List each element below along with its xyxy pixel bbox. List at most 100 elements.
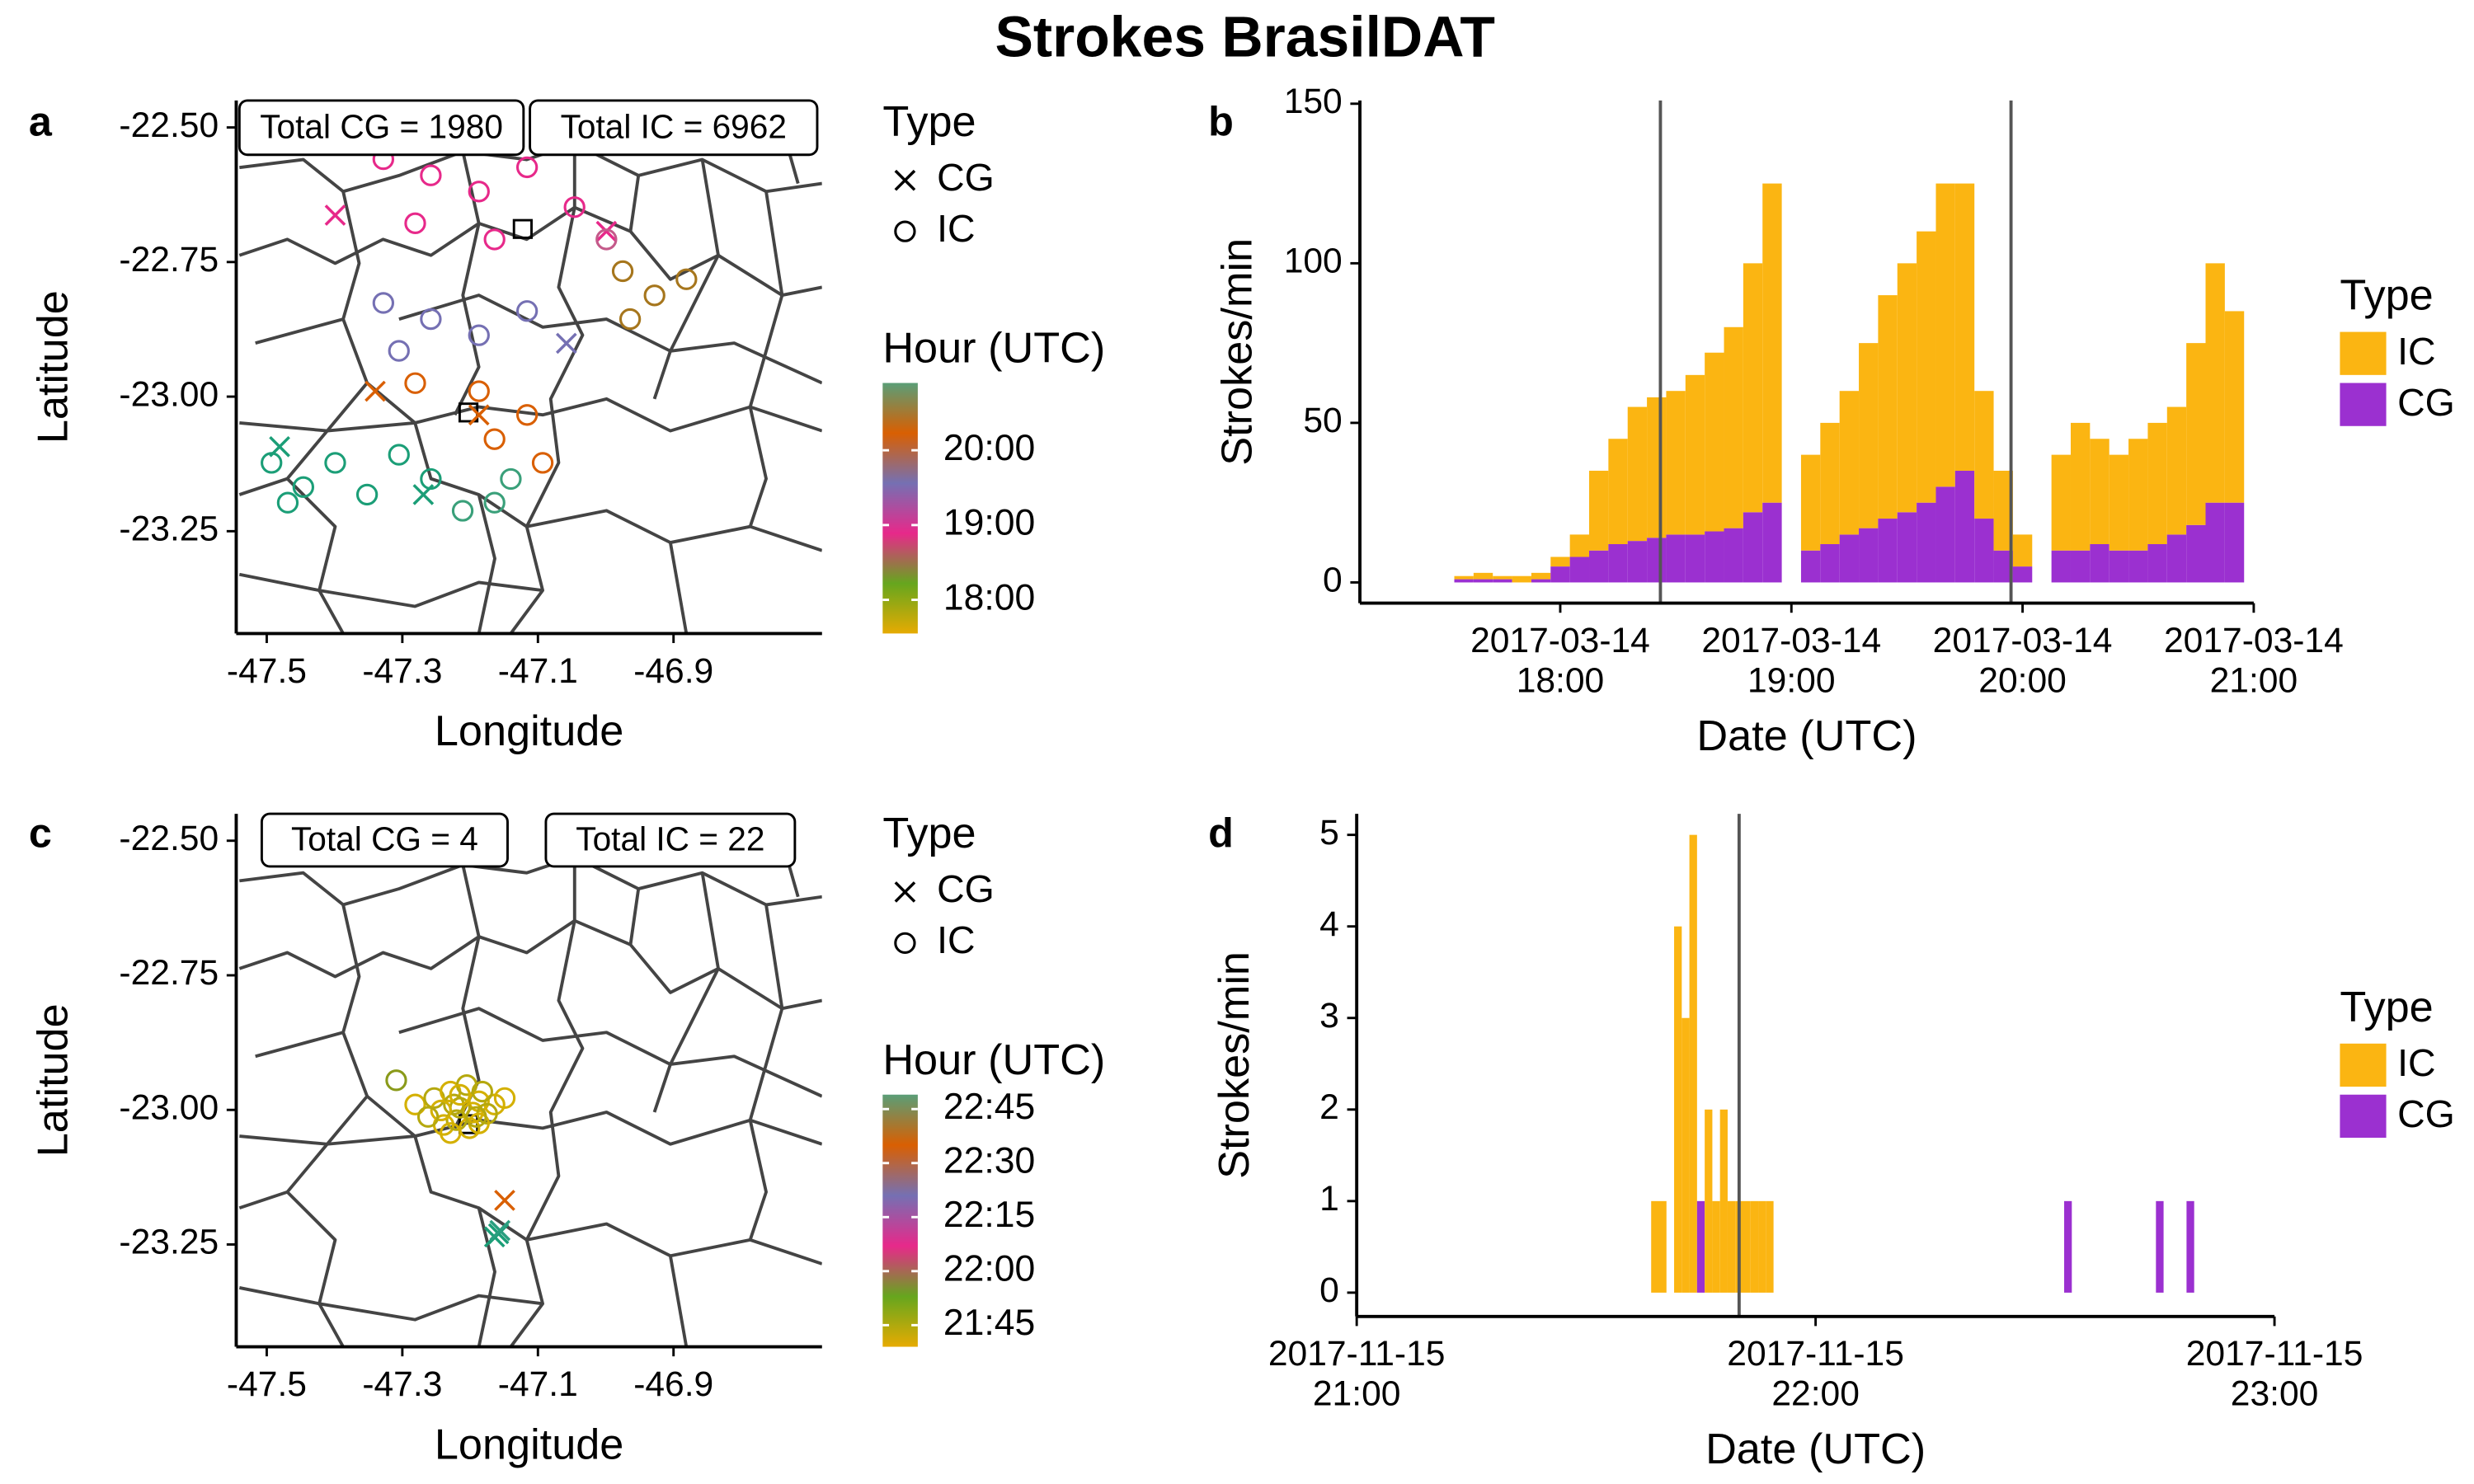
x-tick-label: 2017-11-15 21:00 <box>1268 1334 1446 1413</box>
bar <box>2070 422 2091 551</box>
legend-title: Type <box>2340 984 2433 1031</box>
legend-title: Type <box>882 98 976 146</box>
bar <box>1993 470 2013 551</box>
bar <box>1766 1200 1774 1293</box>
ic-marker <box>404 1093 426 1115</box>
map-borders <box>238 839 822 1347</box>
y-tick-label: -23.00 <box>119 1087 219 1127</box>
colorbar-title: Hour (UTC) <box>882 325 1105 373</box>
ic-marker <box>420 164 442 186</box>
legend-label: IC <box>937 207 975 250</box>
ic-marker <box>500 467 522 491</box>
bar <box>2186 1200 2194 1293</box>
ic-marker <box>611 260 634 283</box>
annotation-box <box>260 812 509 868</box>
bar <box>1719 1109 1728 1293</box>
legend-label: CG <box>2397 381 2455 424</box>
bar <box>1762 183 1782 503</box>
legend-label: CG <box>937 156 995 199</box>
bar <box>1878 295 1898 519</box>
ic-marker <box>894 932 916 955</box>
bar <box>1727 1200 1736 1293</box>
legend-title: Type <box>2340 272 2433 320</box>
bar <box>2051 550 2071 583</box>
bar <box>1696 1200 1705 1293</box>
bar <box>1935 486 1955 583</box>
bar <box>1800 454 1821 551</box>
legend-label: IC <box>2397 1041 2435 1084</box>
bar <box>1531 572 1551 580</box>
bar <box>2109 550 2129 583</box>
x-tick-label: -47.1 <box>498 651 578 691</box>
bar <box>2128 439 2148 551</box>
bar <box>1724 528 1743 583</box>
bar <box>1589 550 1609 583</box>
colorbar-title: Hour (UTC) <box>882 1036 1105 1084</box>
ic-marker <box>440 1122 462 1144</box>
bar <box>1954 470 1975 583</box>
y-tick-label: -23.25 <box>119 510 219 549</box>
bar <box>1750 1200 1759 1293</box>
legend-swatch <box>2340 383 2387 426</box>
cg-marker <box>555 332 577 355</box>
y-tick-label: -22.50 <box>119 819 219 858</box>
annotation: Total CG = 4 <box>291 820 478 858</box>
cg-marker <box>894 881 916 903</box>
colorbar-label: 22:00 <box>943 1249 1035 1289</box>
bar <box>1839 534 1860 583</box>
bar <box>1820 544 1840 583</box>
bar <box>1917 231 1936 503</box>
bar <box>1569 534 1590 557</box>
ic-marker <box>324 452 346 474</box>
ic-marker <box>675 268 698 290</box>
ic-marker <box>292 476 315 498</box>
bar <box>2070 550 2091 583</box>
x-axis-title: Date (UTC) <box>1705 1425 1926 1473</box>
colorbar-label: 20:00 <box>943 428 1035 468</box>
bar <box>2205 502 2225 583</box>
ic-marker <box>468 380 490 402</box>
ic-marker <box>643 284 666 307</box>
bar <box>1666 534 1686 583</box>
legend-label: CG <box>937 867 995 910</box>
ic-marker <box>416 1106 440 1128</box>
cg-marker <box>324 204 346 226</box>
bar <box>1762 502 1782 583</box>
bar <box>1454 575 1474 580</box>
x-axis-title: Date (UTC) <box>1696 712 1917 760</box>
ic-marker <box>483 491 506 514</box>
bar <box>1897 512 1917 583</box>
bar <box>1705 531 1724 583</box>
bar <box>1743 1200 1751 1293</box>
y-tick-label: 0 <box>1323 561 1343 600</box>
ic-marker <box>468 324 490 346</box>
bar <box>1758 1200 1766 1293</box>
bar <box>2090 544 2109 583</box>
legend-swatch <box>2340 1094 2387 1138</box>
bar <box>1681 1017 1690 1293</box>
bar <box>1724 326 1743 528</box>
bar <box>2064 1200 2072 1293</box>
legend-label: IC <box>2397 330 2435 373</box>
bar <box>1897 263 1917 513</box>
ic-marker <box>276 491 299 514</box>
x-tick-label: -47.5 <box>227 651 307 691</box>
y-axis-title: Strokes/min <box>1211 951 1258 1179</box>
y-tick-label: -22.50 <box>119 106 219 145</box>
ic-marker <box>372 292 395 314</box>
legend-swatch <box>2340 1043 2387 1087</box>
points <box>261 148 698 522</box>
annotation-box <box>544 812 797 868</box>
ic-marker <box>471 1080 494 1103</box>
bar <box>2147 422 2167 544</box>
bar <box>1705 352 1724 532</box>
annotation: Total IC = 22 <box>576 820 764 858</box>
cg-marker <box>365 380 386 402</box>
bar <box>2156 1200 2164 1293</box>
bar <box>2186 524 2206 583</box>
ic-marker <box>483 228 506 251</box>
bar <box>1493 575 1512 580</box>
bar <box>1651 1200 1659 1293</box>
x-tick-label: -47.1 <box>498 1364 578 1404</box>
bar <box>1647 538 1667 583</box>
